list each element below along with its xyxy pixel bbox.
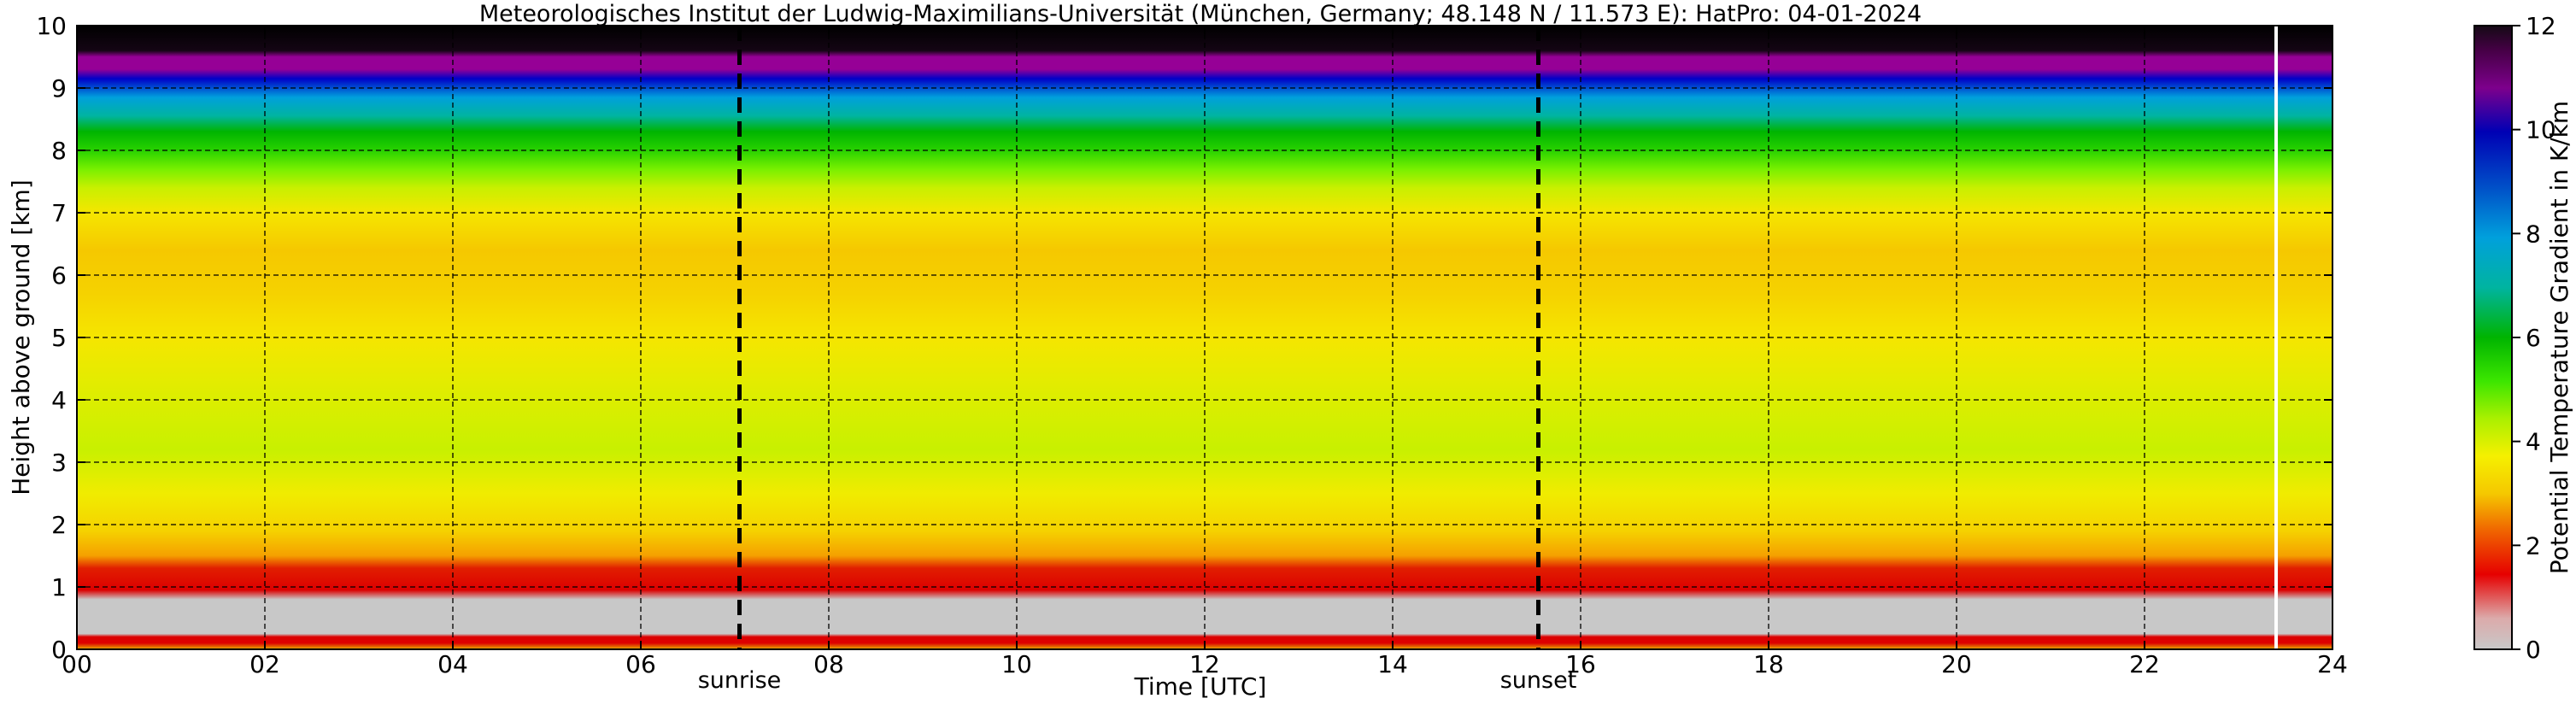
y-tick-label: 0 [51,636,67,664]
colorbar [2473,25,2513,650]
x-tick-label: 14 [1377,650,1408,678]
y-tick-label: 6 [51,261,67,290]
colorbar-tick-label: 6 [2526,324,2541,352]
y-axis-label: Height above ground [km] [7,179,35,496]
colorbar-label: Potential Temperature Gradient in K/km [2545,101,2573,574]
y-tick-label: 4 [51,386,67,414]
x-tick-label: 20 [1941,650,1972,678]
chart-title: Meteorologisches Institut der Ludwig-Max… [479,1,1922,27]
colorbar-tick-label: 4 [2526,428,2541,456]
x-tick-label: 04 [437,650,468,678]
colorbar-tick-label: 8 [2526,220,2541,248]
x-axis-label: Time [UTC] [1134,672,1267,701]
sunrise-label: sunrise [698,667,782,694]
y-axis: 0 1 2 3 4 5 6 7 8 9 10 [36,12,2332,664]
y-tick-label: 9 [51,74,67,103]
x-axis: 00 02 04 06 08 10 12 14 16 18 20 22 24 [62,26,2348,678]
y-tick-label: 2 [51,511,67,539]
x-tick-label: 22 [2129,650,2160,678]
x-tick-label: 16 [1565,650,1596,678]
colorbar-tick-label: 12 [2526,12,2556,40]
y-tick-label: 7 [51,199,67,227]
x-tick-label: 06 [625,650,656,678]
y-tick-label: 1 [51,573,67,601]
y-tick-label: 5 [51,324,67,352]
y-tick-label: 10 [36,12,67,40]
x-tick-label: 08 [813,650,844,678]
x-tick-label: 18 [1753,650,1784,678]
colorbar-ticks: 0 2 4 6 8 10 12 [2512,12,2556,664]
x-tick-label: 24 [2317,650,2348,678]
y-tick-label: 3 [51,449,67,477]
time-markers: sunrise sunset [698,26,2278,694]
x-tick-label: 10 [1001,650,1032,678]
x-tick-label: 12 [1189,650,1220,678]
colorbar-tick-label: 0 [2526,636,2541,664]
y-tick-label: 8 [51,137,67,165]
colorbar-tick-label: 10 [2526,116,2556,144]
x-tick-label: 00 [62,650,92,678]
sunset-label: sunset [1500,667,1577,694]
colorbar-tick-label: 2 [2526,531,2541,560]
x-tick-label: 02 [249,650,280,678]
